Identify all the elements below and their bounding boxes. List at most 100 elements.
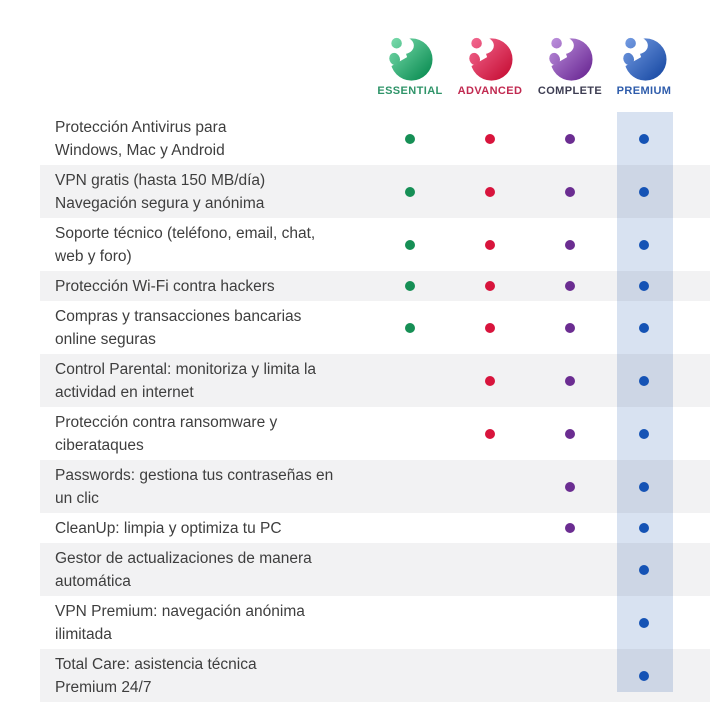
cell-complete: [530, 407, 610, 460]
table-row-vpn-gratis: VPN gratis (hasta 150 MB/día) Navegación…: [40, 165, 710, 218]
plan-name-advanced: ADVANCED: [457, 85, 523, 97]
cell-essential: [370, 271, 450, 301]
advanced-dot: [485, 239, 495, 250]
feature-label: VPN gratis (hasta 150 MB/día) Navegación…: [55, 171, 266, 212]
feature-label: Control Parental: monitoriza y limita la…: [55, 360, 317, 401]
cell-premium: [610, 301, 678, 354]
cell-essential: [370, 513, 450, 543]
cell-premium: [610, 543, 678, 596]
premium-dot: [639, 670, 649, 681]
advanced-dot: [485, 428, 495, 439]
cell-advanced: [450, 460, 530, 513]
cell-essential: [370, 407, 450, 460]
panda-logo-advanced-icon: [467, 36, 513, 81]
essential-dot: [405, 133, 415, 144]
feature-label: Gestor de actualizaciones de manera auto…: [55, 549, 312, 590]
cell-advanced: [450, 165, 530, 218]
complete-dot: [565, 133, 575, 144]
plan-name-essential: ESSENTIAL: [377, 85, 443, 97]
advanced-dot: [485, 186, 495, 197]
complete-dot: [565, 186, 575, 197]
premium-dot: [639, 523, 649, 533]
plan-name-complete: COMPLETE: [537, 85, 603, 97]
cell-advanced: [450, 596, 530, 649]
advanced-dot: [485, 281, 495, 291]
table-row-control-parental: Control Parental: monitoriza y limita la…: [40, 354, 710, 407]
cell-complete: [530, 649, 610, 702]
complete-dot: [565, 428, 575, 439]
cell-essential: [370, 460, 450, 513]
cell-advanced: [450, 271, 530, 301]
feature-label: VPN Premium: navegación anónima ilimitad…: [55, 602, 305, 643]
cell-premium: [610, 513, 678, 543]
plan-header-premium: PREMIUM: [610, 36, 678, 97]
cell-premium: [610, 112, 678, 165]
essential-dot: [405, 239, 415, 250]
table-row-vpn-premium: VPN Premium: navegación anónima ilimitad…: [40, 596, 710, 649]
cell-essential: [370, 165, 450, 218]
header-spacer: [40, 36, 370, 97]
advanced-dot: [485, 322, 495, 333]
cell-essential: [370, 218, 450, 271]
cell-complete: [530, 218, 610, 271]
feature-label: Soporte técnico (teléfono, email, chat, …: [55, 224, 316, 265]
panda-logo-complete-icon: [547, 36, 593, 81]
table-row-soporte: Soporte técnico (teléfono, email, chat, …: [40, 218, 710, 271]
advanced-dot: [485, 375, 495, 386]
cell-complete: [530, 596, 610, 649]
cell-complete: [530, 165, 610, 218]
table-row-total-care: Total Care: asistencia técnica Premium 2…: [40, 649, 710, 702]
feature-label: Protección contra ransomware y ciberataq…: [55, 413, 278, 454]
cell-complete: [530, 354, 610, 407]
cell-premium: [610, 596, 678, 649]
cell-complete: [530, 543, 610, 596]
cell-advanced: [450, 513, 530, 543]
complete-dot: [565, 322, 575, 333]
feature-table: Protección Antivirus para Windows, Mac y…: [40, 112, 710, 702]
cell-complete: [530, 301, 610, 354]
cell-essential: [370, 596, 450, 649]
cell-complete: [530, 460, 610, 513]
premium-dot: [639, 281, 649, 291]
premium-dot: [639, 481, 649, 492]
cell-advanced: [450, 112, 530, 165]
table-row-cleanup: CleanUp: limpia y optimiza tu PC: [40, 513, 710, 543]
premium-dot: [639, 617, 649, 628]
premium-dot: [639, 186, 649, 197]
cell-premium: [610, 165, 678, 218]
feature-label: Passwords: gestiona tus contraseñas en u…: [55, 466, 334, 507]
cell-essential: [370, 301, 450, 354]
plan-header-essential: ESSENTIAL: [370, 36, 450, 97]
table-row-ransomware: Protección contra ransomware y ciberataq…: [40, 407, 710, 460]
panda-logo-premium-icon: [621, 36, 667, 81]
cell-complete: [530, 513, 610, 543]
feature-label: Compras y transacciones bancarias online…: [55, 307, 302, 348]
complete-dot: [565, 239, 575, 250]
table-row-wifi: Protección Wi-Fi contra hackers: [40, 271, 710, 301]
premium-dot: [639, 375, 649, 386]
cell-advanced: [450, 649, 530, 702]
premium-dot: [639, 564, 649, 575]
cell-premium: [610, 271, 678, 301]
cell-premium: [610, 218, 678, 271]
feature-label: Protección Wi-Fi contra hackers: [55, 277, 275, 295]
premium-dot: [639, 322, 649, 333]
table-row-antivirus: Protección Antivirus para Windows, Mac y…: [40, 112, 710, 165]
cell-essential: [370, 543, 450, 596]
cell-premium: [610, 649, 678, 702]
cell-essential: [370, 649, 450, 702]
premium-dot: [639, 133, 649, 144]
cell-premium: [610, 460, 678, 513]
cell-advanced: [450, 218, 530, 271]
essential-dot: [405, 186, 415, 197]
cell-essential: [370, 112, 450, 165]
table-row-passwords: Passwords: gestiona tus contraseñas en u…: [40, 460, 710, 513]
cell-premium: [610, 354, 678, 407]
plan-header-advanced: ADVANCED: [450, 36, 530, 97]
premium-column-highlight: [617, 112, 673, 692]
premium-dot: [639, 428, 649, 439]
cell-advanced: [450, 354, 530, 407]
advanced-dot: [485, 133, 495, 144]
cell-complete: [530, 271, 610, 301]
